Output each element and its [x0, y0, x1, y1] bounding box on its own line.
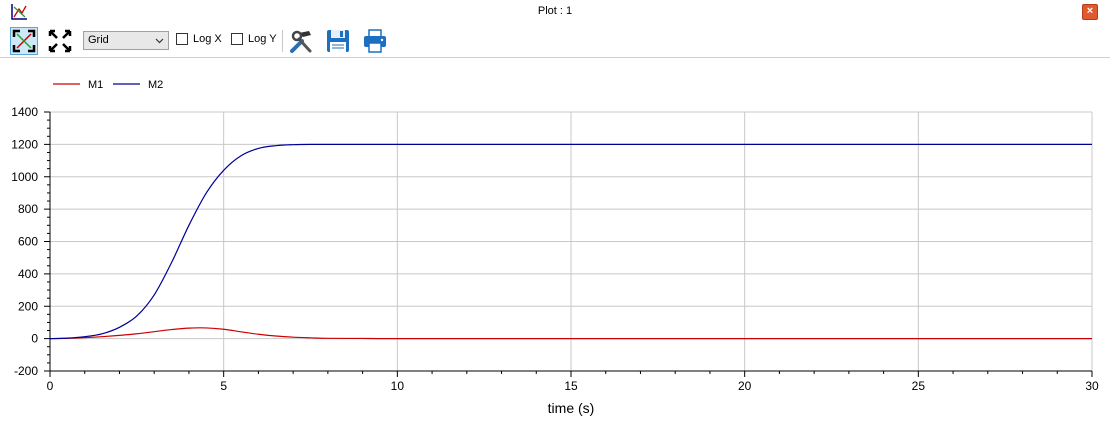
close-icon: ×: [1086, 5, 1094, 17]
series-line-m2: [49, 143, 1092, 340]
x-tick-label: 25: [912, 379, 926, 393]
x-tick-label: 30: [1085, 379, 1099, 393]
window-title: Plot : 1: [537, 5, 573, 17]
grid: [49, 111, 1093, 372]
close-button[interactable]: ×: [1082, 4, 1098, 20]
title-bar: Plot : 1 ×: [0, 0, 1110, 24]
toolbar-separator: [282, 30, 283, 52]
save-button[interactable]: [324, 27, 352, 55]
setup-tools-icon: [290, 30, 312, 53]
plot-fit-icon: [12, 29, 36, 53]
log-x-checkbox[interactable]: Log X: [176, 32, 226, 48]
log-x-label: Log X: [193, 33, 222, 45]
axes: 0 5 10 15 20 25 30 -200 0 200 400 600 800 1000 1200 140…: [11, 105, 1099, 393]
log-y-checkbox[interactable]: Log Y: [231, 32, 281, 48]
y-tick-label: 800: [18, 202, 38, 216]
chevron-down-icon: [155, 38, 164, 44]
y-tick-label: 1200: [11, 137, 38, 151]
fullscreen-icon: [48, 29, 72, 53]
grid-select[interactable]: Grid: [83, 31, 169, 50]
y-tick-label: 400: [18, 267, 38, 281]
grid-select-value: Grid: [88, 34, 109, 46]
y-tick-label: 0: [31, 332, 38, 346]
setup-button[interactable]: [287, 27, 315, 55]
legend-label-m2: M2: [148, 79, 163, 91]
x-tick-label: 5: [220, 379, 227, 393]
legend: M1 M2: [53, 79, 163, 91]
toolbar: Grid Log X Log Y: [0, 25, 1110, 58]
series-line-m1: [49, 327, 1092, 340]
print-button[interactable]: [361, 27, 389, 55]
y-tick-label: 600: [18, 235, 38, 249]
y-tick-label: 200: [18, 299, 38, 313]
fullscreen-button[interactable]: [46, 27, 74, 55]
plot-window-icon: [11, 4, 27, 20]
log-x-checkbox-box[interactable]: [176, 33, 188, 45]
log-y-checkbox-box[interactable]: [231, 33, 243, 45]
y-tick-label: 1400: [11, 105, 38, 119]
x-tick-label: 10: [391, 379, 405, 393]
x-tick-label: 20: [738, 379, 752, 393]
x-tick-label: 0: [47, 379, 54, 393]
log-y-label: Log Y: [248, 33, 277, 45]
print-icon: [364, 29, 386, 53]
y-tick-label: 1000: [11, 170, 38, 184]
legend-label-m1: M1: [88, 79, 103, 91]
series-group: [49, 143, 1092, 340]
save-icon: [327, 30, 349, 52]
fit-in-view-button[interactable]: [10, 27, 38, 55]
plot-area[interactable]: M1 M2 0 5 10 15 20 25 30 -200 0 200 400 600 800 1000 12…: [0, 58, 1110, 423]
y-tick-label: -200: [14, 364, 38, 378]
x-axis-label: time (s): [548, 400, 595, 416]
x-tick-label: 15: [564, 379, 578, 393]
